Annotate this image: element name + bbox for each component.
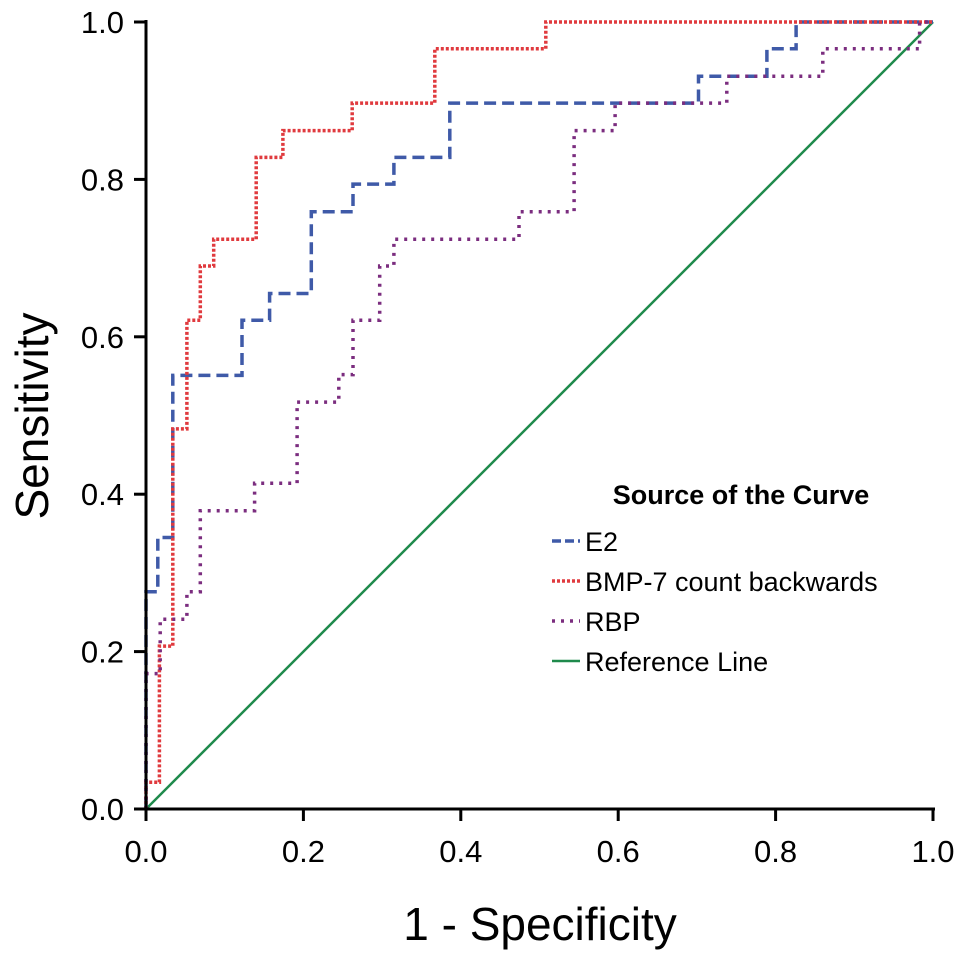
- y-tick-label: 0.2: [81, 635, 124, 670]
- x-tick-label: 0.4: [439, 834, 482, 869]
- y-tick-label: 0.6: [81, 320, 124, 355]
- x-axis-title: 1 - Specificity: [403, 898, 677, 950]
- y-ticks: 0.0 0.2 0.4 0.6 0.8 1.0: [81, 5, 146, 827]
- legend-entry: Reference Line: [552, 647, 768, 677]
- x-tick-label: 0.6: [597, 834, 640, 869]
- x-tick-label: 0.0: [124, 834, 167, 869]
- series-line-reference-line: [145, 21, 934, 810]
- legend-label: E2: [585, 527, 618, 557]
- legend-entries: E2 BMP-7 count backwards RBP Reference Line: [552, 527, 878, 677]
- legend-label: BMP-7 count backwards: [585, 567, 878, 597]
- x-tick-label: 0.2: [282, 834, 325, 869]
- axes: [144, 20, 935, 811]
- x-ticks: 0.0 0.2 0.4 0.6 0.8 1.0: [124, 809, 955, 869]
- x-tick-label: 0.8: [754, 834, 797, 869]
- series-line-bmp-7-count-backwards: [144, 20, 933, 809]
- y-tick-label: 0.0: [81, 792, 124, 827]
- y-tick-label: 1.0: [81, 5, 124, 40]
- legend-label: Reference Line: [585, 647, 768, 677]
- y-tick-label: 0.8: [81, 162, 124, 197]
- legend-label: RBP: [585, 607, 641, 637]
- legend-title: Source of the Curve: [613, 480, 870, 510]
- y-tick-label: 0.4: [81, 477, 124, 512]
- legend: Source of the Curve E2 BMP-7 count backwa…: [552, 480, 878, 677]
- y-axis-title: Sensitivity: [6, 312, 58, 519]
- series-layer: [144, 20, 934, 810]
- legend-entry: RBP: [552, 607, 641, 637]
- legend-entry: E2: [552, 527, 618, 557]
- legend-entry: BMP-7 count backwards: [552, 567, 878, 597]
- x-tick-label: 1.0: [911, 834, 954, 869]
- series-line-e2: [144, 20, 933, 809]
- series-line-rbp: [144, 20, 933, 809]
